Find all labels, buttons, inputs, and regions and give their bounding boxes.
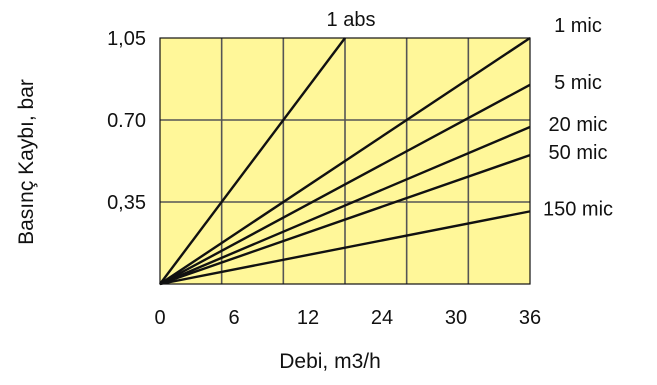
y-tick-label: 1,05: [107, 28, 146, 50]
series-line-4: [159, 154, 531, 286]
y-axis-label: Basınç Kaybı, bar: [15, 79, 38, 245]
tick-labels: 0 6 12 24 30 36 1,05 0.70 0,35: [107, 28, 541, 329]
series-label-5: 150 mic: [543, 198, 613, 220]
series-line-1: [159, 37, 531, 285]
y-tick-label: 0.70: [107, 110, 146, 132]
x-tick-label: 0: [154, 307, 165, 329]
series-label-1: 1 mic: [554, 15, 602, 37]
x-tick-label: 30: [445, 307, 467, 329]
y-tick-label: 0,35: [107, 192, 146, 214]
series-label-4: 50 mic: [549, 142, 608, 164]
x-tick-label: 12: [297, 307, 319, 329]
series-labels: 1 abs 1 mic 5 mic 20 mic 50 mic 150 mic: [327, 9, 613, 220]
series-label-3: 20 mic: [549, 114, 608, 136]
series-line-5: [159, 210, 531, 286]
x-axis-label: Debi, m3/h: [279, 350, 381, 373]
series-line-2: [159, 83, 531, 286]
x-tick-label: 24: [371, 307, 393, 329]
x-tick-label: 6: [228, 307, 239, 329]
series-label-2: 5 mic: [554, 72, 602, 94]
series-lines: [159, 37, 531, 286]
series-line-3: [159, 125, 531, 286]
series-line-0: [159, 37, 346, 285]
x-tick-label: 36: [519, 307, 541, 329]
series-label-0: 1 abs: [327, 9, 376, 31]
